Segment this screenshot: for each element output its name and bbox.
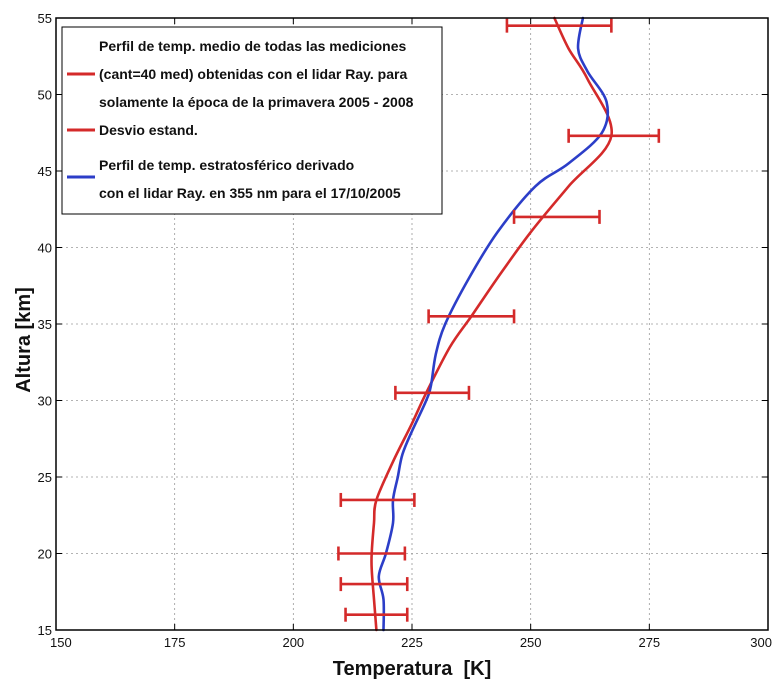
- error-bar: [339, 577, 409, 592]
- y-tick-label: 55: [38, 11, 52, 26]
- legend-box: [61, 26, 443, 215]
- x-axis-ticks: 150 175 200 225 250 275 300: [50, 18, 772, 650]
- legend-text-mean-profile-line-2: (cant=40 med) obtenidas con el lidar Ray…: [99, 66, 407, 82]
- error-bar: [344, 607, 409, 622]
- series-line-stratospheric-profile: [377, 16, 610, 632]
- error-bar: [339, 492, 416, 507]
- error-bars: [337, 18, 661, 622]
- y-tick-label: 25: [38, 470, 52, 485]
- y-axis-ticks: 15 20 25 30 35 40 45 50 55: [38, 11, 768, 638]
- x-tick-label: 150: [50, 635, 72, 650]
- error-bar: [505, 18, 613, 33]
- legend-text-std-dev: Desvio estand.: [99, 122, 198, 138]
- legend-text-stratospheric-line-2: con el lidar Ray. en 355 nm para el 17/1…: [99, 185, 401, 201]
- x-tick-label: 250: [520, 635, 542, 650]
- error-bar: [567, 128, 661, 143]
- legend: Perfil de temp. medio de todas las medic…: [61, 26, 443, 215]
- y-tick-label: 30: [38, 394, 52, 409]
- y-tick-label: 15: [38, 623, 52, 638]
- y-tick-label: 20: [38, 547, 52, 562]
- x-tick-label: 200: [282, 635, 304, 650]
- error-bar: [394, 385, 471, 400]
- legend-text-mean-profile-line-3: solamente la época de la primavera 2005 …: [99, 94, 414, 110]
- plot-frame: [55, 17, 769, 631]
- legend-text-mean-profile-line-1: Perfil de temp. medio de todas las medic…: [99, 38, 407, 54]
- y-tick-label: 40: [38, 241, 52, 256]
- y-axis-label: Altura [km]: [13, 287, 35, 393]
- y-tick-label: 50: [38, 88, 52, 103]
- x-axis-label: Temperatura [K]: [333, 658, 492, 680]
- legend-text-stratospheric-line-1: Perfil de temp. estratosférico derivado: [99, 157, 354, 173]
- x-tick-label: 175: [164, 635, 186, 650]
- x-tick-label: 225: [401, 635, 423, 650]
- y-tick-label: 35: [38, 317, 52, 332]
- x-tick-label: 275: [638, 635, 660, 650]
- error-bar: [337, 546, 407, 561]
- y-tick-label: 45: [38, 164, 52, 179]
- error-bar: [427, 309, 516, 324]
- x-tick-label: 300: [750, 635, 772, 650]
- error-bar: [512, 209, 601, 224]
